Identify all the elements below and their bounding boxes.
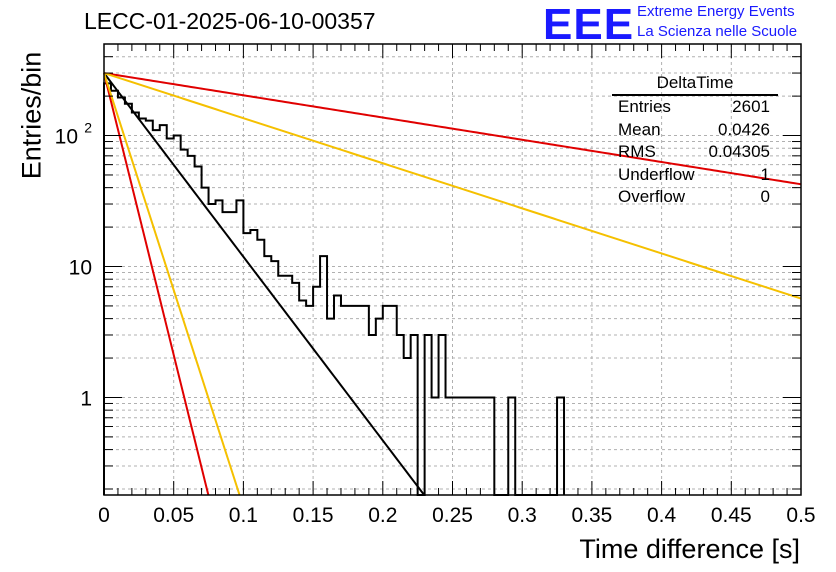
x-tick-label: 0.1 xyxy=(229,504,258,527)
stats-row-overflow: Overflow 0 xyxy=(618,187,770,206)
axis-ticks xyxy=(103,43,802,495)
stats-row-rms: RMS 0.04305 xyxy=(618,142,770,161)
fit-curve-0 xyxy=(103,72,425,496)
x-axis-label: Time difference [s] xyxy=(579,534,800,564)
y-tick-label: 10 xyxy=(69,257,92,280)
chart-title: LECC-01-2025-06-10-00357 xyxy=(84,8,376,34)
y-tick-label: 1 xyxy=(80,387,92,410)
y-tick-label: 10 xyxy=(55,126,78,149)
x-tick-label: 0.15 xyxy=(293,504,334,527)
x-tick-label: 0.3 xyxy=(508,504,537,527)
stats-title: DeltaTime xyxy=(612,73,778,96)
histogram-series xyxy=(103,82,566,496)
eee-logo-line1: Extreme Energy Events xyxy=(637,3,795,20)
x-tick-label: 0.45 xyxy=(711,504,752,527)
y-axis-label: Entries/bin xyxy=(16,51,47,180)
x-tick-label: 0.2 xyxy=(368,504,397,527)
fit-curve-3 xyxy=(103,72,210,496)
stats-box: DeltaTime Entries 2601 Mean 0.0426 RMS 0.04… xyxy=(612,73,778,209)
fit-curve-2 xyxy=(103,72,802,300)
stats-row-mean: Mean 0.0426 xyxy=(618,119,770,139)
x-tick-label: 0.4 xyxy=(647,504,677,527)
stats-row-entries: Entries 2601 xyxy=(618,97,770,116)
x-tick-label: 0.35 xyxy=(571,504,612,527)
histogram-bars xyxy=(103,82,566,496)
x-tick-label: 0.25 xyxy=(432,504,473,527)
y-tick-label-exponent: 2 xyxy=(84,120,92,136)
eee-logo: EEE xyxy=(543,0,635,49)
x-tick-label: 0.05 xyxy=(153,504,194,527)
eee-logo-line2: La Scienza nelle Scuole xyxy=(637,23,798,40)
fit-curve-1 xyxy=(103,72,802,186)
tick-labels: 0 0.05 0.1 0.15 0.2 0.25 0.3 0.35 0.4 0.45 0.5 1 10 1… xyxy=(55,120,816,527)
fit-curve-4 xyxy=(103,72,241,496)
x-tick-label: 0 xyxy=(98,504,110,527)
stats-row-underflow: Underflow 1 xyxy=(618,164,770,184)
x-tick-label: 0.5 xyxy=(786,504,815,527)
grid xyxy=(104,43,801,495)
fit-curves xyxy=(103,72,802,496)
